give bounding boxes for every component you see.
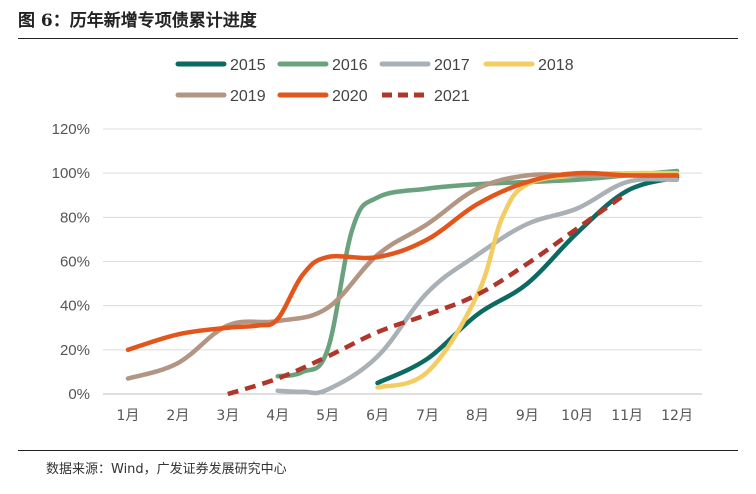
- legend-label-2017: 2017: [434, 57, 470, 74]
- x-tick-label: 2月: [166, 408, 189, 424]
- title-rule: [18, 38, 738, 39]
- series-line-2018: [375, 170, 680, 390]
- x-tick-label: 1月: [116, 408, 139, 424]
- series-line-2020: [125, 170, 680, 353]
- figure-title: 图 6：历年新增专项债累计进度: [18, 11, 257, 31]
- x-tick-label: 7月: [416, 408, 439, 424]
- x-tick-label: 3月: [216, 408, 239, 424]
- y-tick-label: 20%: [60, 342, 90, 359]
- x-tick-label: 11月: [611, 408, 643, 424]
- series-line-2021: [227, 191, 629, 397]
- chart-legend: 2015 2016 2017 2018 2019 2020 2021: [175, 57, 574, 105]
- x-axis: 1月 2月 3月 4月 5月 6月 7月 8月 9月 10月 11月 12月: [116, 408, 692, 424]
- x-tick-label: 9月: [516, 408, 539, 424]
- y-axis: 0% 20% 40% 60% 80% 100% 120%: [52, 121, 90, 403]
- legend-label-2019: 2019: [230, 88, 266, 105]
- series-line-2017: [275, 176, 680, 396]
- x-tick-label: 4月: [266, 408, 289, 424]
- x-tick-label: 10月: [561, 408, 593, 424]
- y-tick-label: 120%: [52, 121, 90, 138]
- footer-rule: [18, 450, 738, 451]
- legend-label-2015: 2015: [230, 57, 266, 74]
- legend-label-2020: 2020: [332, 88, 368, 105]
- y-tick-label: 80%: [60, 209, 90, 226]
- series-lines: [125, 168, 680, 397]
- legend-label-2018: 2018: [538, 57, 574, 74]
- y-tick-label: 0%: [68, 386, 90, 403]
- legend-label-2021: 2021: [434, 88, 470, 105]
- line-chart: 2015 2016 2017 2018 2019 2020 2021 0% 20% 40% 60%…: [52, 57, 702, 424]
- series-line-2019: [125, 172, 680, 381]
- x-tick-label: 6月: [366, 408, 389, 424]
- x-tick-label: 12月: [661, 408, 693, 424]
- y-tick-label: 60%: [60, 254, 90, 271]
- y-tick-label: 100%: [52, 165, 90, 182]
- legend-label-2016: 2016: [332, 57, 368, 74]
- source-note: 数据来源：Wind，广发证券发展研究中心: [46, 462, 287, 477]
- x-tick-label: 5月: [316, 408, 339, 424]
- series-line-2015: [375, 175, 680, 386]
- x-tick-label: 8月: [466, 408, 489, 424]
- series-line-2016: [275, 168, 680, 379]
- y-tick-label: 40%: [60, 298, 90, 315]
